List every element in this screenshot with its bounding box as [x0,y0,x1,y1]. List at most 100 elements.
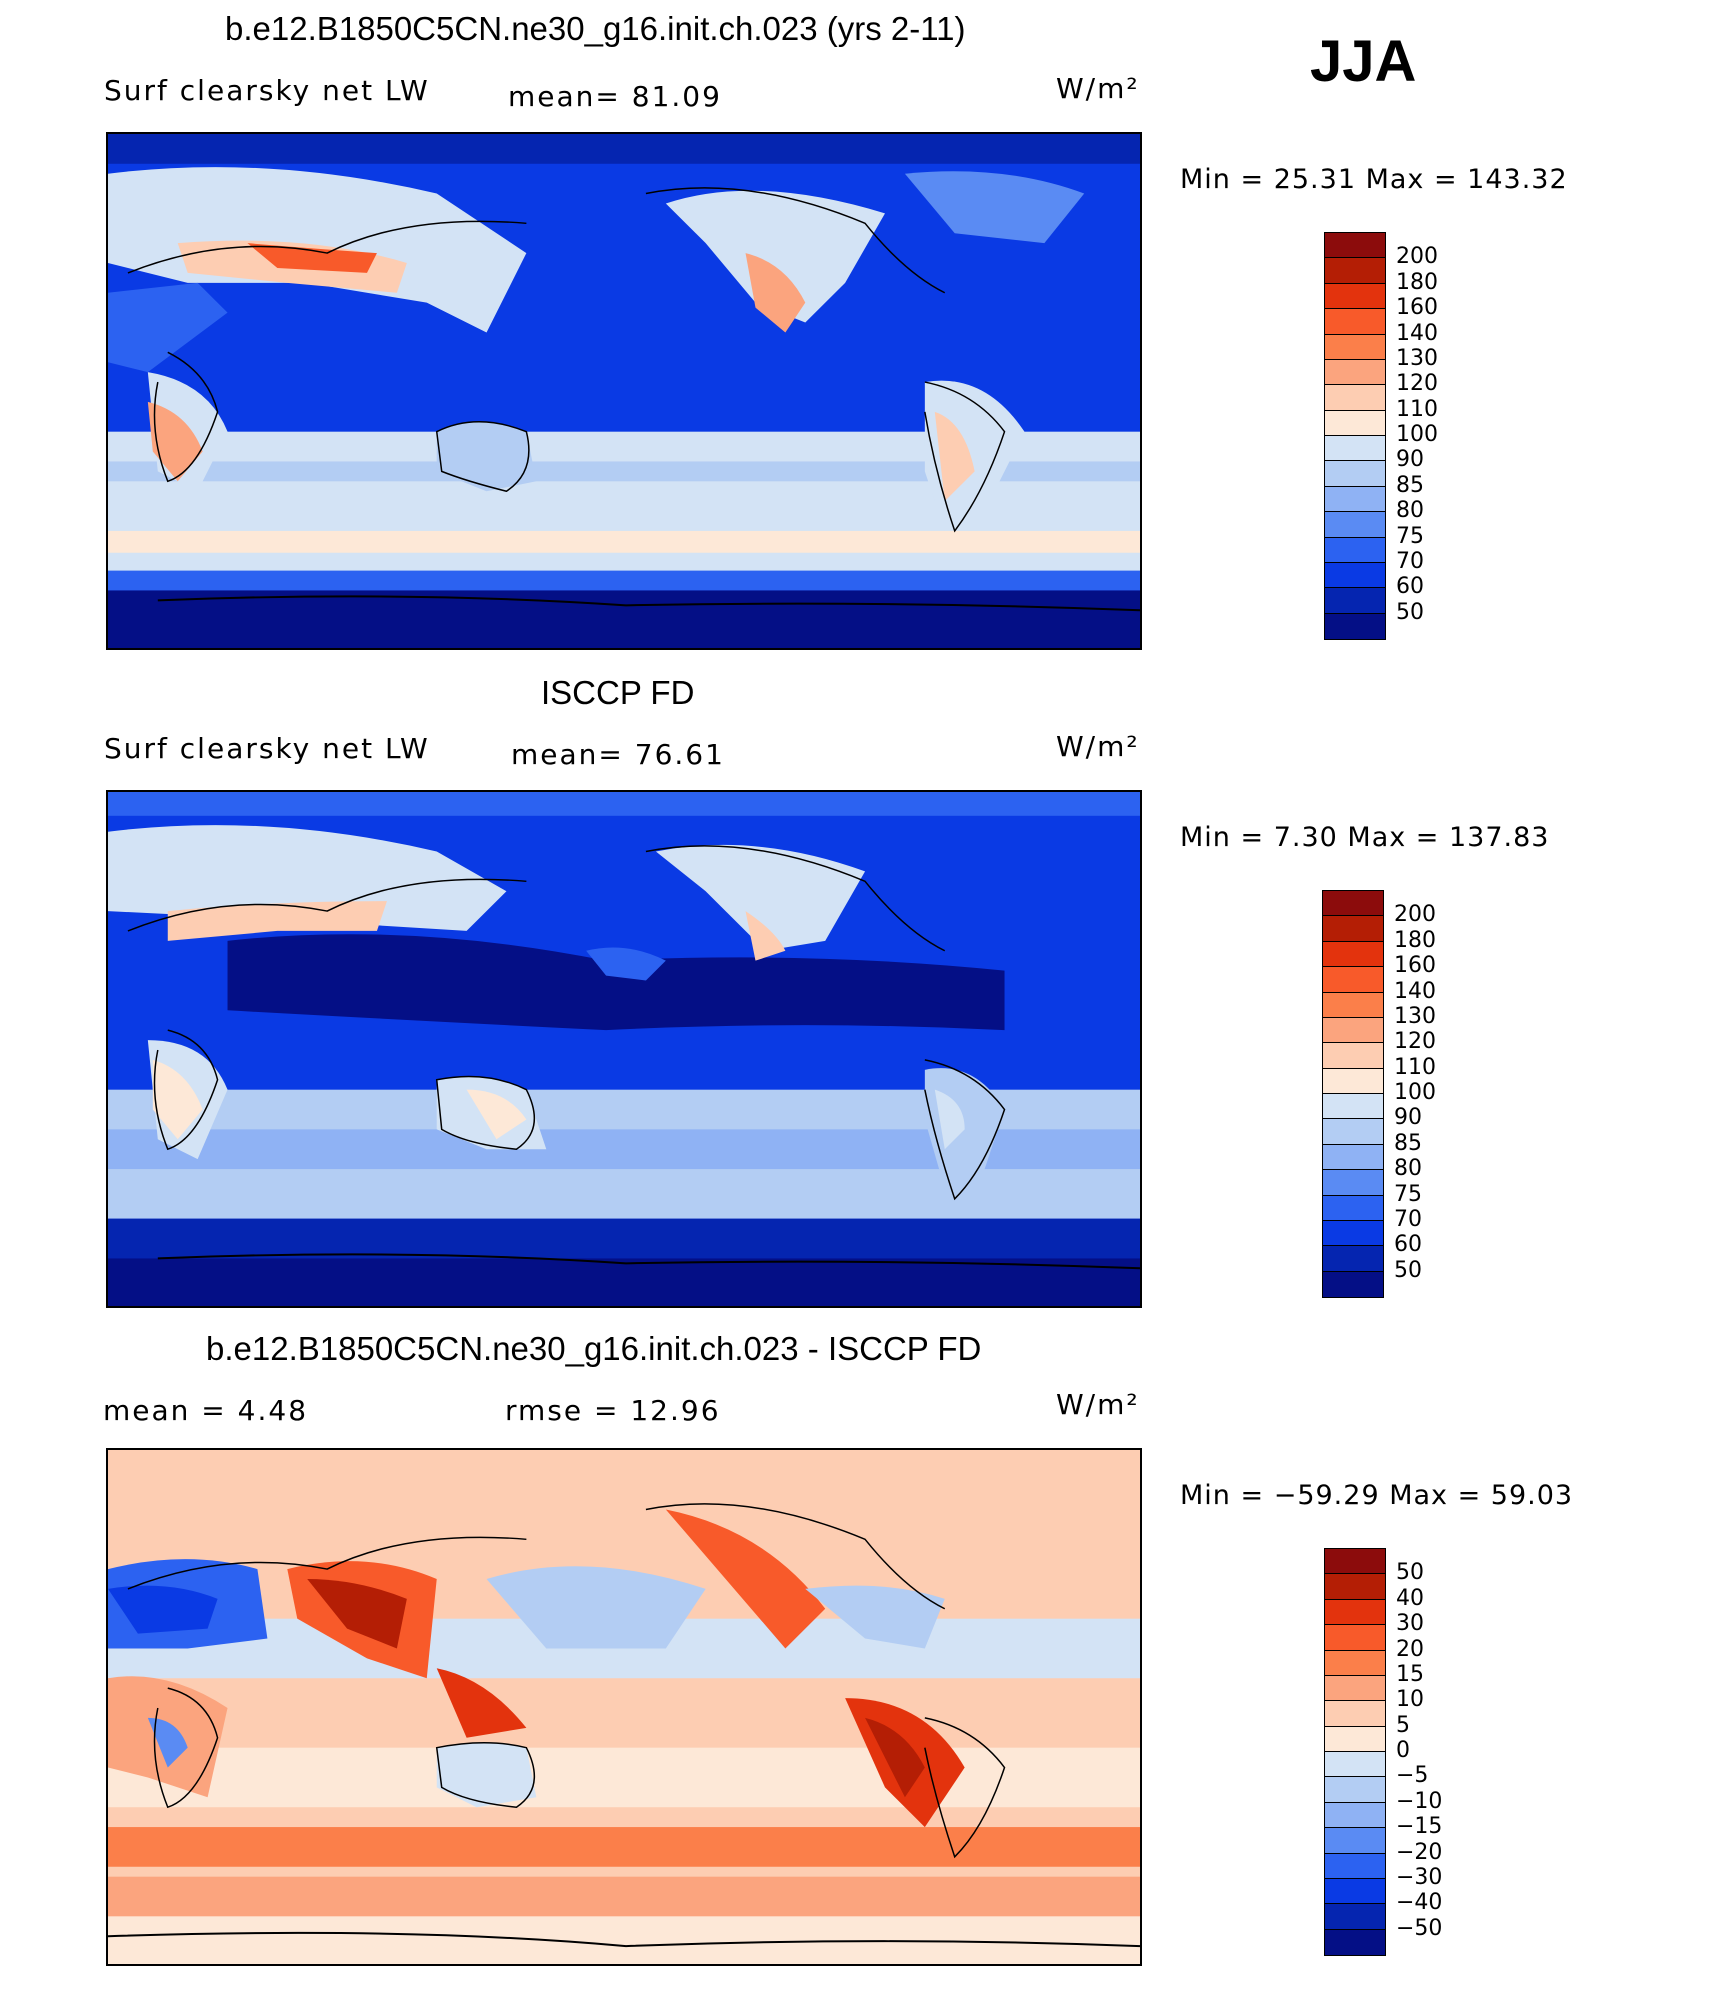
colorbar-tick-label: 40 [1396,1585,1424,1611]
panel-3-map [106,1448,1142,1966]
colorbar-swatch [1325,1904,1385,1930]
colorbar-swatch [1325,309,1385,335]
colorbar-tick-label: 70 [1396,548,1424,574]
colorbar-tick-label: 75 [1396,523,1424,549]
colorbar-swatch [1323,1144,1383,1171]
colorbar-tick-label: 180 [1396,269,1438,295]
colorbar-tick-label: 90 [1394,1105,1422,1131]
panel-1-variable: Surf clearsky net LW [104,74,430,107]
panel-2-minmax: Min = 7.30 Max = 137.83 [1180,822,1550,853]
colorbar-swatch [1323,967,1383,993]
colorbar-swatch [1323,1195,1383,1221]
colorbar-swatch [1325,359,1385,386]
colorbar-tick-label: 120 [1394,1029,1436,1055]
colorbar-tick-label: −15 [1396,1814,1443,1840]
panel-1-units: W/m² [1056,72,1140,105]
colorbar-tick-label: 60 [1394,1232,1422,1258]
colorbar-swatch [1325,512,1385,538]
colorbar-tick-label: 85 [1396,472,1424,498]
colorbar-tick-label: 130 [1396,345,1438,371]
colorbar-swatch [1323,1119,1383,1145]
panel-3-minmax: Min = −59.29 Max = 59.03 [1180,1480,1574,1511]
colorbar-tick-label: 120 [1396,371,1438,397]
colorbar-swatch [1325,1574,1385,1600]
colorbar-swatch [1325,1625,1385,1651]
panel-2-mean: mean= 76.61 [511,738,725,771]
colorbar-tick-label: 100 [1396,422,1438,447]
colorbar-tick-label: 140 [1396,320,1438,346]
colorbar-tick-label: 180 [1394,927,1436,953]
colorbar-swatch [1323,1068,1383,1094]
colorbar-swatch [1323,1017,1383,1044]
colorbar-swatch [1323,941,1383,968]
colorbar-swatch [1325,1853,1385,1879]
colorbar-swatch [1325,461,1385,487]
colorbar-swatch [1325,613,1385,639]
panel-3-units: W/m² [1056,1388,1140,1421]
colorbar-tick-label: 200 [1394,902,1436,928]
panel-2-map [106,790,1142,1308]
colorbar-swatch [1325,562,1385,589]
colorbar-tick-label: −5 [1396,1763,1429,1789]
colorbar-tick-label: 130 [1394,1003,1436,1029]
colorbar-tick-label: 50 [1394,1257,1422,1283]
panel-3-rmse: rmse = 12.96 [505,1394,721,1427]
colorbar-swatch [1325,1549,1385,1575]
colorbar-swatch [1323,916,1383,942]
colorbar-swatch [1323,1246,1383,1272]
colorbar-swatch [1323,1043,1383,1069]
colorbar-tick-label: 80 [1396,498,1424,524]
colorbar-swatch [1325,283,1385,310]
colorbar-tick-label: 160 [1394,953,1436,979]
colorbar-swatch [1325,1650,1385,1676]
colorbar-swatch [1325,1777,1385,1803]
colorbar-tick-label: 80 [1394,1156,1422,1182]
panel-2-variable: Surf clearsky net LW [104,732,430,765]
colorbar-tick-label: 15 [1396,1661,1424,1687]
colorbar-swatch [1325,410,1385,436]
colorbar-swatch [1323,1170,1383,1196]
colorbar-tick-label: 10 [1396,1687,1424,1713]
season-label: JJA [1310,29,1417,94]
panel-1-map [106,132,1142,650]
panel-2-units: W/m² [1056,730,1140,763]
colorbar-tick-label: 75 [1394,1181,1422,1207]
panel-3-mean: mean = 4.48 [103,1394,309,1427]
panel-3-colorbar [1324,1548,1386,1956]
colorbar-swatch [1325,1802,1385,1829]
colorbar-swatch [1325,258,1385,284]
colorbar-tick-label: 160 [1396,295,1438,321]
colorbar-tick-label: 100 [1394,1080,1436,1105]
colorbar-tick-label: 70 [1394,1206,1422,1232]
colorbar-swatch [1325,1929,1385,1955]
panel-1-colorbar [1324,232,1386,640]
colorbar-tick-label: 85 [1394,1130,1422,1156]
colorbar-tick-label: 5 [1396,1712,1410,1738]
panel-1-minmax: Min = 25.31 Max = 143.32 [1180,164,1568,195]
colorbar-swatch [1323,1220,1383,1247]
colorbar-tick-label: 20 [1396,1636,1424,1662]
colorbar-swatch [1325,1752,1385,1778]
panel-1-title: b.e12.B1850C5CN.ne30_g16.init.ch.023 (yr… [225,10,966,47]
panel-1-mean: mean= 81.09 [508,80,722,113]
colorbar-tick-label: 50 [1396,599,1424,625]
colorbar-tick-label: 90 [1396,447,1424,473]
colorbar-tick-label: 0 [1396,1738,1410,1763]
colorbar-tick-label: −20 [1396,1839,1443,1865]
colorbar-swatch [1323,992,1383,1018]
colorbar-tick-label: 140 [1394,978,1436,1004]
colorbar-swatch [1323,1271,1383,1297]
colorbar-swatch [1325,1599,1385,1626]
panel-2-colorbar [1322,890,1384,1298]
colorbar-swatch [1325,385,1385,411]
colorbar-swatch [1325,1675,1385,1702]
colorbar-swatch [1325,1878,1385,1905]
colorbar-swatch [1325,334,1385,360]
colorbar-tick-label: −10 [1396,1788,1443,1814]
colorbar-swatch [1325,1828,1385,1854]
colorbar-swatch [1325,588,1385,614]
panel-3-title: b.e12.B1850C5CN.ne30_g16.init.ch.023 - I… [206,1330,982,1367]
colorbar-swatch [1325,1726,1385,1752]
colorbar-tick-label: 200 [1396,244,1438,270]
colorbar-tick-label: −40 [1396,1890,1443,1916]
